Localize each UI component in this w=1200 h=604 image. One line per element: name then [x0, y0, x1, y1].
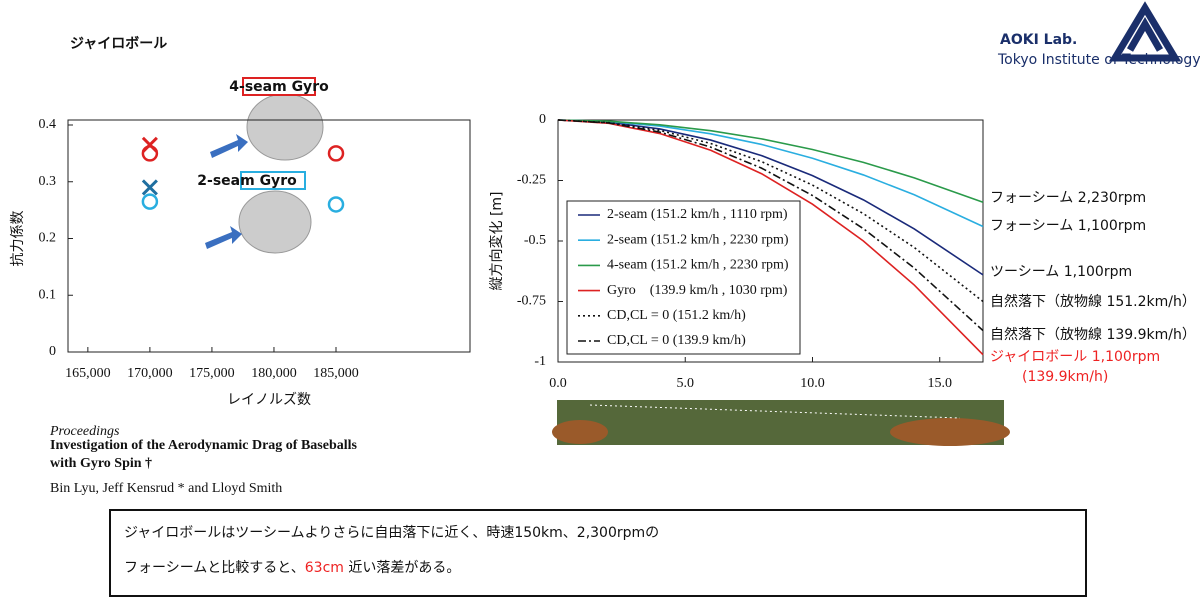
line [557, 119, 984, 332]
paper-title: Investigation of the Aerodynamic Drag of… [50, 438, 358, 453]
point [141, 193, 159, 210]
caption: フォーシームと比較すると、63cm 近い落差がある。 [124, 560, 460, 576]
caption: ジャイロボールはツーシームよりさらに自由落下に近く、時速150km、2,300r… [124, 525, 659, 541]
y-tick-label: -0.25 [517, 173, 546, 188]
line [557, 119, 984, 204]
field-dirt [890, 418, 1010, 446]
annotation: 4-seam Gyro [229, 79, 329, 95]
point [327, 145, 345, 162]
legend-label: CD,CL = 0 (151.2 km/h) [607, 308, 746, 323]
ball-image [246, 93, 324, 161]
paper-venue: Proceedings [49, 424, 120, 439]
point [327, 196, 345, 213]
x-marker [141, 136, 158, 153]
x-tick-label: 15.0 [927, 376, 952, 391]
end-label: ジャイロボール 1,100rpm [990, 349, 1160, 365]
x-tick-label: 5.0 [676, 376, 694, 391]
y-axis-label: 抗力係数 [10, 211, 26, 267]
y-tick-label: -0.75 [517, 294, 546, 309]
y-tick-label: 0 [539, 112, 546, 127]
label-box [240, 171, 306, 190]
ball-image [238, 190, 312, 254]
caption: 近い落差がある。 [344, 560, 460, 576]
annotation: 2-seam Gyro [197, 173, 297, 189]
paper-authors: Bin Lyu, Jeff Kensrud * and Lloyd Smith [50, 481, 282, 496]
line [557, 119, 984, 276]
end-label: ツーシーム 1,100rpm [990, 264, 1132, 280]
x-tick-label: 170,000 [127, 366, 173, 381]
x-tick-label: 175,000 [189, 366, 235, 381]
end-label: (139.9km/h) [1022, 369, 1108, 385]
legend-label: 2-seam (151.2 km/h , 2230 rpm) [607, 232, 789, 247]
x-stroke [141, 179, 158, 196]
trajectory [589, 404, 961, 419]
legend-label: CD,CL = 0 (139.9 km/h) [607, 333, 746, 348]
plot-frame [67, 119, 471, 353]
y-tick-label: 0.4 [39, 117, 57, 132]
y-tick-label: 0.3 [39, 174, 57, 189]
wind-arrow [210, 134, 248, 158]
caption: フォーシームと比較すると、 [124, 560, 305, 576]
wind-arrow [205, 226, 242, 249]
x-tick-label: 0.0 [549, 376, 567, 391]
caption-box [109, 509, 1087, 597]
field-dirt [552, 420, 608, 444]
logo: AOKI Lab. [1000, 32, 1077, 48]
y-tick-label: 0.1 [39, 287, 57, 302]
x-tick-label: 165,000 [65, 366, 111, 381]
x-stroke [141, 136, 158, 153]
end-label: 自然落下（放物線 151.2km/h） [990, 293, 1196, 310]
slide-title: ジャイロボール [70, 36, 167, 52]
logo-mark [1108, 1, 1182, 62]
y-tick-label: 0.2 [39, 231, 57, 246]
label-box [242, 77, 316, 96]
legend-label: 2-seam (151.2 km/h , 1110 rpm) [607, 207, 788, 222]
end-label: フォーシーム 2,230rpm [990, 190, 1146, 206]
caption-highlight: 63cm [305, 560, 344, 576]
x-axis-label: レイノルズ数 [227, 392, 311, 408]
end-label: 自然落下（放物線 139.9km/h） [990, 326, 1196, 343]
end-label: フォーシーム 1,100rpm [990, 218, 1146, 234]
legend-label: 4-seam (151.2 km/h , 2230 rpm) [607, 258, 789, 273]
x-tick-label: 185,000 [313, 366, 359, 381]
x-tick-label: 180,000 [251, 366, 297, 381]
y-tick-label: -0.5 [524, 233, 546, 248]
legend-box [566, 200, 801, 355]
y-tick-label: -1 [534, 354, 546, 369]
paper-title: with Gyro Spin † [50, 456, 152, 471]
x-marker [141, 179, 158, 196]
x-tick-label: 10.0 [800, 376, 825, 391]
legend-label: Gyro (139.9 km/h , 1030 rpm) [607, 283, 788, 298]
y-tick-label: 0 [49, 344, 56, 359]
y-axis-label: 縦方向変化 [m] [488, 191, 505, 290]
